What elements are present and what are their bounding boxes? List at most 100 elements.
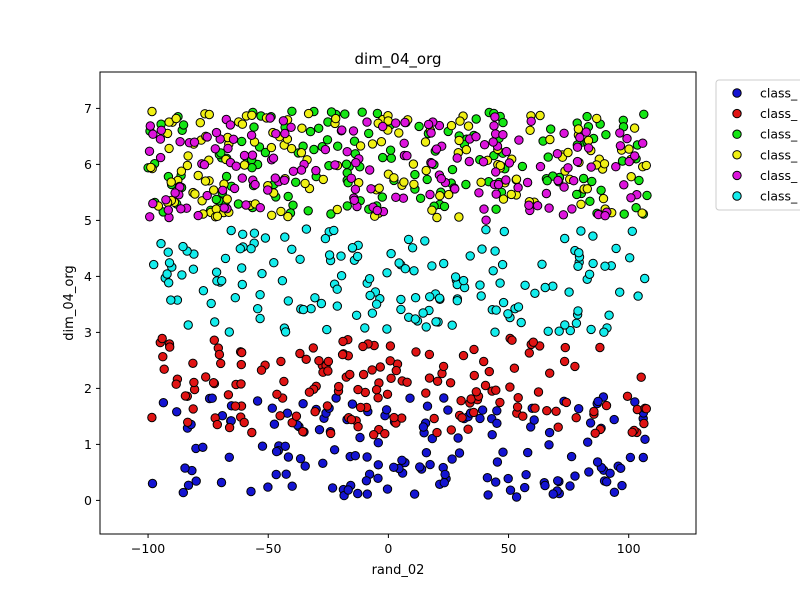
scatter-point-series-4 — [247, 150, 258, 160]
scatter-point-series-0 — [300, 461, 310, 471]
scatter-point-series-5 — [481, 225, 491, 235]
scatter-point-series-4 — [210, 144, 221, 154]
scatter-point-series-5 — [298, 304, 309, 315]
scatter-point-series-0 — [566, 451, 577, 462]
scatter-point-series-2 — [287, 106, 297, 117]
scatter-point-series-0 — [172, 407, 182, 417]
scatter-point-series-4 — [522, 177, 533, 188]
scatter-point-series-1 — [530, 403, 540, 413]
scatter-point-series-5 — [306, 304, 316, 314]
scatter-point-series-5 — [287, 244, 297, 255]
scatter-point-series-1 — [272, 389, 282, 399]
scatter-point-series-5 — [431, 317, 441, 327]
scatter-point-series-1 — [165, 342, 175, 352]
scatter-point-series-0 — [540, 480, 550, 491]
scatter-point-series-2 — [288, 200, 298, 210]
scatter-point-series-1 — [239, 417, 249, 428]
scatter-point-series-4 — [513, 182, 523, 193]
scatter-point-series-2 — [372, 108, 383, 119]
scatter-point-series-1 — [512, 402, 523, 412]
scatter-point-series-5 — [611, 243, 621, 254]
legend-label: class_ — [760, 189, 798, 204]
scatter-point-series-4 — [223, 143, 233, 154]
scatter-point-series-5 — [164, 278, 174, 288]
scatter-point-series-1 — [159, 364, 169, 374]
scatter-point-series-0 — [585, 418, 596, 428]
scatter-point-series-0 — [503, 473, 513, 484]
scatter-point-series-3 — [164, 143, 174, 154]
scatter-point-series-1 — [389, 412, 399, 423]
scatter-point-series-2 — [303, 206, 313, 216]
scatter-point-series-4 — [572, 156, 583, 167]
scatter-point-series-1 — [385, 341, 396, 351]
scatter-point-series-5 — [513, 302, 524, 312]
scatter-point-series-4 — [351, 158, 361, 168]
scatter-point-series-5 — [149, 259, 159, 270]
scatter-point-series-5 — [476, 291, 486, 301]
scatter-point-series-4 — [569, 176, 579, 186]
scatter-point-series-4 — [436, 174, 446, 184]
scatter-point-series-2 — [631, 203, 641, 213]
scatter-point-series-5 — [156, 238, 166, 249]
scatter-point-series-0 — [389, 462, 399, 472]
scatter-point-series-1 — [641, 404, 651, 414]
scatter-point-series-5 — [410, 314, 420, 324]
scatter-point-series-1 — [188, 358, 198, 368]
scatter-point-series-0 — [609, 487, 620, 497]
scatter-point-series-0 — [440, 469, 450, 480]
scatter-point-series-0 — [362, 489, 372, 499]
scatter-point-series-3 — [637, 208, 647, 218]
scatter-point-series-4 — [535, 161, 546, 172]
scatter-point-series-5 — [163, 247, 173, 257]
scatter-point-series-2 — [237, 136, 247, 147]
scatter-point-series-5 — [565, 325, 575, 336]
scatter-point-series-5 — [336, 271, 347, 281]
scatter-point-series-1 — [533, 387, 544, 397]
scatter-point-series-2 — [342, 201, 352, 211]
scatter-point-series-4 — [489, 121, 499, 131]
scatter-point-series-1 — [458, 350, 469, 361]
scatter-point-series-2 — [326, 209, 336, 219]
scatter-point-series-1 — [338, 336, 348, 347]
scatter-point-series-4 — [228, 134, 239, 145]
scatter-point-series-1 — [223, 390, 234, 400]
scatter-point-series-0 — [421, 448, 432, 458]
scatter-point-series-1 — [301, 354, 311, 364]
scatter-point-series-2 — [305, 126, 316, 137]
scatter-point-series-0 — [246, 486, 256, 497]
scatter-point-series-0 — [498, 447, 508, 457]
scatter-point-series-4 — [425, 189, 435, 200]
scatter-point-series-3 — [573, 124, 584, 134]
scatter-point-series-4 — [600, 211, 610, 221]
scatter-point-series-5 — [447, 320, 457, 330]
scatter-point-series-5 — [477, 244, 487, 254]
scatter-point-series-5 — [576, 226, 586, 236]
scatter-point-series-1 — [353, 422, 363, 432]
scatter-point-series-4 — [491, 189, 501, 199]
scatter-point-series-2 — [377, 192, 387, 202]
scatter-point-series-3 — [498, 194, 509, 204]
x-tick-label: 50 — [501, 541, 517, 556]
scatter-point-series-3 — [276, 206, 286, 217]
scatter-point-series-0 — [198, 442, 208, 452]
scatter-point-series-4 — [479, 140, 490, 150]
scatter-point-series-1 — [560, 342, 570, 353]
scatter-point-series-1 — [528, 337, 538, 347]
legend-marker — [732, 150, 742, 160]
scatter-point-series-5 — [235, 244, 246, 254]
scatter-point-series-1 — [542, 406, 552, 416]
scatter-point-series-0 — [178, 487, 189, 498]
scatter-point-series-0 — [565, 481, 575, 491]
scatter-point-series-1 — [212, 419, 223, 430]
scatter-point-series-1 — [345, 369, 355, 380]
scatter-point-series-3 — [454, 135, 464, 146]
scatter-point-series-4 — [270, 173, 280, 183]
scatter-point-series-1 — [237, 347, 247, 358]
scatter-point-series-4 — [170, 188, 180, 198]
scatter-point-series-5 — [420, 236, 430, 246]
scatter-point-series-5 — [352, 251, 363, 262]
scatter-point-series-0 — [224, 452, 235, 462]
scatter-point-series-5 — [360, 323, 370, 333]
scatter-point-series-1 — [308, 343, 318, 353]
scatter-point-series-0 — [475, 413, 485, 424]
